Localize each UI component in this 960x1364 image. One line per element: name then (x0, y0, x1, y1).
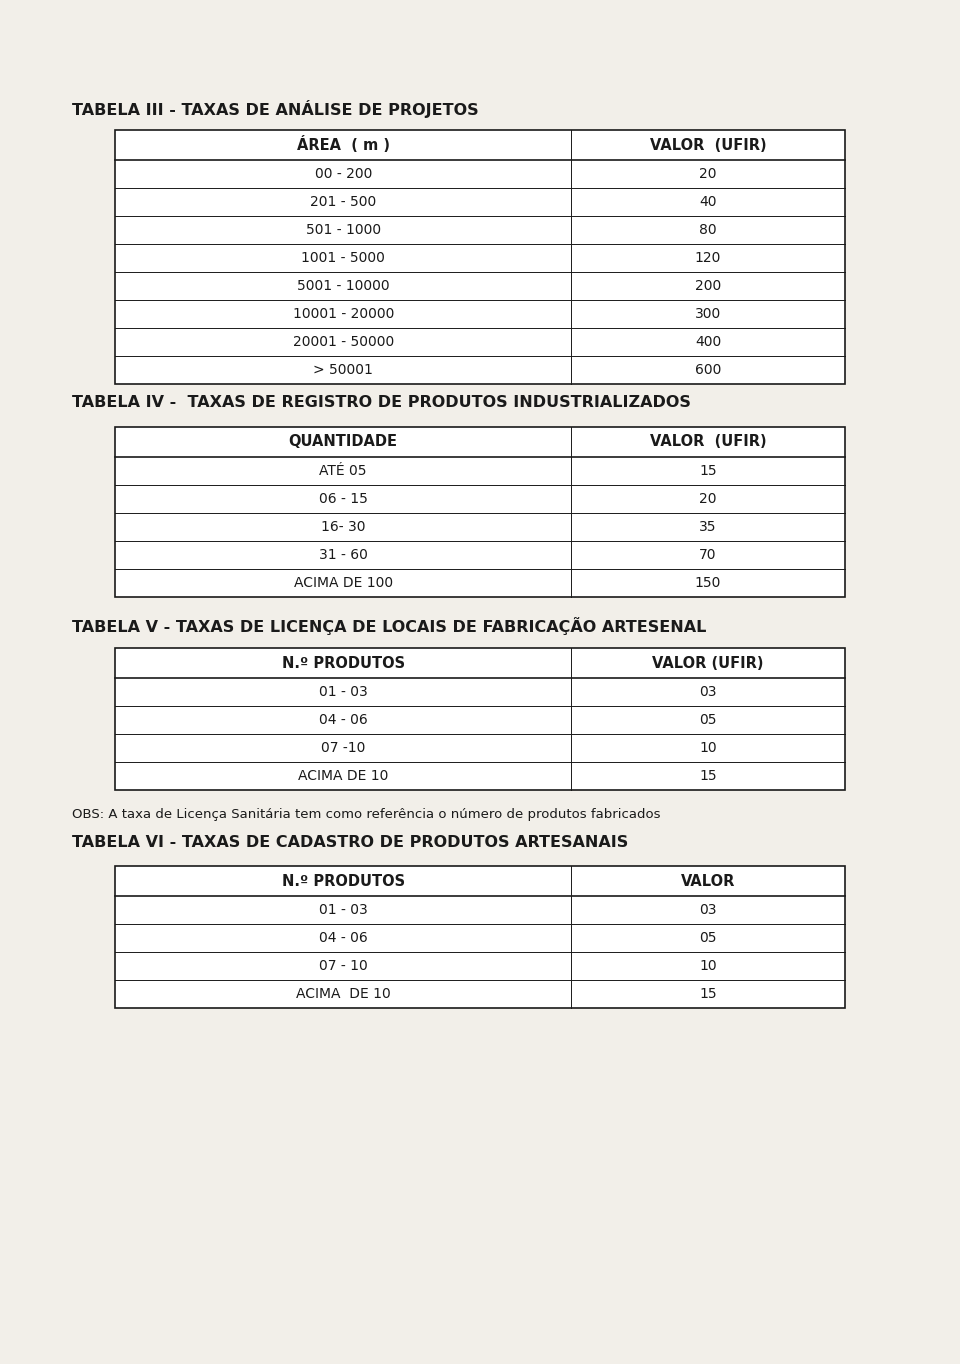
Bar (115, 648, 845, 790)
Text: 04 - 06: 04 - 06 (319, 713, 368, 727)
Text: 10001 - 20000: 10001 - 20000 (293, 307, 394, 321)
Text: TABELA VI - TAXAS DE CADASTRO DE PRODUTOS ARTESANAIS: TABELA VI - TAXAS DE CADASTRO DE PRODUTO… (72, 835, 628, 850)
Text: 00 - 200: 00 - 200 (315, 166, 372, 181)
Text: 80: 80 (699, 222, 717, 237)
Text: VALOR: VALOR (681, 873, 735, 888)
Text: ACIMA DE 10: ACIMA DE 10 (298, 769, 389, 783)
Text: 600: 600 (695, 363, 721, 376)
Text: 400: 400 (695, 336, 721, 349)
Text: 20: 20 (699, 166, 717, 181)
Text: 5001 - 10000: 5001 - 10000 (297, 280, 390, 293)
Text: N.º PRODUTOS: N.º PRODUTOS (281, 873, 405, 888)
Text: N.º PRODUTOS: N.º PRODUTOS (281, 656, 405, 671)
Text: 01 - 03: 01 - 03 (319, 685, 368, 698)
Text: ATÉ 05: ATÉ 05 (320, 464, 367, 477)
Bar (115, 130, 845, 385)
Text: 07 - 10: 07 - 10 (319, 959, 368, 973)
Text: TABELA III - TAXAS DE ANÁLISE DE PROJETOS: TABELA III - TAXAS DE ANÁLISE DE PROJETO… (72, 100, 479, 119)
Text: 1001 - 5000: 1001 - 5000 (301, 251, 385, 265)
Bar (115, 427, 845, 597)
Text: VALOR (UFIR): VALOR (UFIR) (652, 656, 764, 671)
Text: 15: 15 (699, 464, 717, 477)
Text: QUANTIDADE: QUANTIDADE (289, 435, 397, 450)
Text: 03: 03 (699, 903, 717, 917)
Text: 20001 - 50000: 20001 - 50000 (293, 336, 394, 349)
Text: 120: 120 (695, 251, 721, 265)
Text: 150: 150 (695, 576, 721, 591)
Text: 201 - 500: 201 - 500 (310, 195, 376, 209)
Text: VALOR  (UFIR): VALOR (UFIR) (650, 435, 766, 450)
Text: 06 - 15: 06 - 15 (319, 492, 368, 506)
Text: 15: 15 (699, 769, 717, 783)
Text: 15: 15 (699, 988, 717, 1001)
Text: OBS: A taxa de Licença Sanitária tem como referência o número de produtos fabric: OBS: A taxa de Licença Sanitária tem com… (72, 807, 660, 821)
Text: 501 - 1000: 501 - 1000 (305, 222, 381, 237)
Text: TABELA IV -  TAXAS DE REGISTRO DE PRODUTOS INDUSTRIALIZADOS: TABELA IV - TAXAS DE REGISTRO DE PRODUTO… (72, 396, 691, 411)
Text: 300: 300 (695, 307, 721, 321)
Bar (115, 866, 845, 1008)
Text: 05: 05 (699, 932, 717, 945)
Text: 03: 03 (699, 685, 717, 698)
Text: 10: 10 (699, 741, 717, 756)
Text: 20: 20 (699, 492, 717, 506)
Text: ÁREA  ( m ): ÁREA ( m ) (297, 136, 390, 154)
Text: 31 - 60: 31 - 60 (319, 548, 368, 562)
Text: 05: 05 (699, 713, 717, 727)
Text: 07 -10: 07 -10 (321, 741, 366, 756)
Text: 10: 10 (699, 959, 717, 973)
Text: TABELA V - TAXAS DE LICENÇA DE LOCAIS DE FABRICAÇÃO ARTESENAL: TABELA V - TAXAS DE LICENÇA DE LOCAIS DE… (72, 617, 707, 636)
Text: 16- 30: 16- 30 (321, 520, 366, 533)
Text: 35: 35 (699, 520, 717, 533)
Text: VALOR  (UFIR): VALOR (UFIR) (650, 138, 766, 153)
Text: > 50001: > 50001 (313, 363, 373, 376)
Text: 70: 70 (699, 548, 717, 562)
Text: 04 - 06: 04 - 06 (319, 932, 368, 945)
Text: 200: 200 (695, 280, 721, 293)
Text: 01 - 03: 01 - 03 (319, 903, 368, 917)
Text: ACIMA  DE 10: ACIMA DE 10 (296, 988, 391, 1001)
Text: 40: 40 (699, 195, 717, 209)
Text: ACIMA DE 100: ACIMA DE 100 (294, 576, 393, 591)
